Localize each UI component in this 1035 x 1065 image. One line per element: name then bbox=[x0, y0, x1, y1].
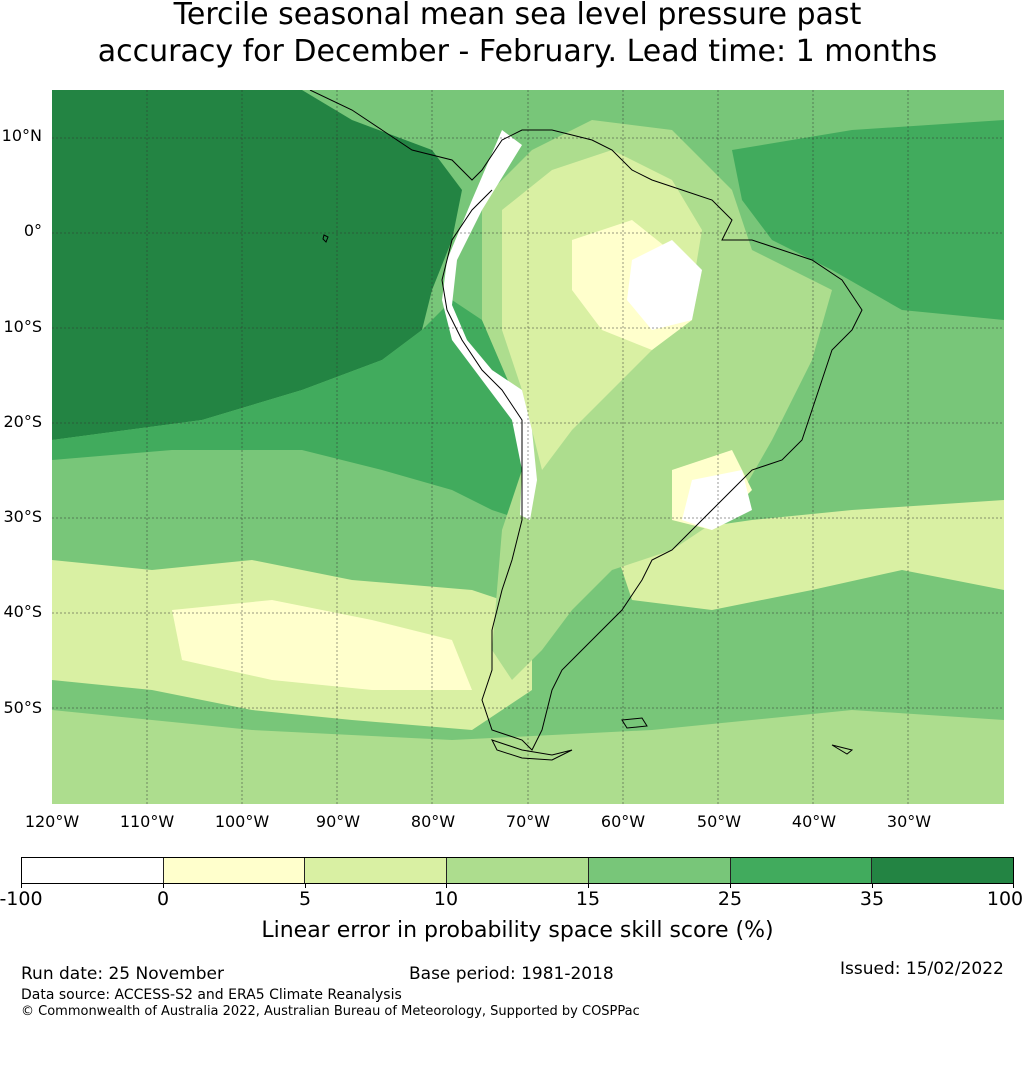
base-period: Base period: 1981-2018 bbox=[409, 964, 614, 984]
lat-label-10s: 10°S bbox=[3, 317, 42, 336]
skill-band-far-south bbox=[52, 710, 1004, 804]
colorbar-segment-neg100-0 bbox=[22, 858, 164, 883]
colorbar-tickmark bbox=[872, 884, 873, 888]
colorbar bbox=[21, 857, 1014, 884]
data-source: Data source: ACCESS-S2 and ERA5 Climate … bbox=[21, 987, 402, 1003]
colorbar-tick-100: 100 bbox=[986, 888, 1024, 910]
colorbar-tickmark bbox=[163, 884, 164, 888]
lat-label-50s: 50°S bbox=[3, 698, 42, 717]
lon-label-100w: 100°W bbox=[214, 812, 270, 831]
lat-label-0: 0° bbox=[23, 221, 42, 240]
map-canvas bbox=[52, 90, 1004, 804]
lon-label-60w: 60°W bbox=[600, 812, 646, 831]
negative-skill-southeast bbox=[682, 470, 752, 530]
copyright-notice: © Commonwealth of Australia 2022, Austra… bbox=[21, 1004, 640, 1019]
run-date: Run date: 25 November bbox=[21, 964, 224, 984]
falkland-islands bbox=[621, 717, 648, 729]
negative-skill-andes bbox=[442, 130, 537, 520]
lat-label-30s: 30°S bbox=[3, 507, 42, 526]
colorbar-segment-0-5 bbox=[163, 858, 306, 883]
colorbar-segment-10-15 bbox=[447, 858, 589, 883]
colorbar-tick-15: 15 bbox=[575, 888, 601, 910]
lon-label-90w: 90°W bbox=[315, 812, 361, 831]
high-skill-region-pacific bbox=[52, 90, 462, 440]
negative-skill-amazon bbox=[627, 240, 702, 330]
skill-band-south-pale bbox=[172, 600, 472, 690]
colorbar-tickmark bbox=[588, 884, 589, 888]
lon-label-80w: 80°W bbox=[410, 812, 456, 831]
colorbar-segment-5-10 bbox=[305, 858, 448, 883]
issued-date: Issued: 15/02/2022 bbox=[840, 959, 1004, 979]
skill-band-pacific-25-35 bbox=[52, 300, 522, 520]
lon-label-50w: 50°W bbox=[696, 812, 742, 831]
colorbar-tickmark bbox=[730, 884, 731, 888]
tierra-del-fuego bbox=[491, 739, 573, 761]
colorbar-segment-15-25 bbox=[588, 858, 731, 883]
skill-score-map bbox=[52, 90, 1004, 804]
south-georgia bbox=[831, 744, 854, 755]
colorbar-tick-25: 25 bbox=[717, 888, 743, 910]
map-title-line-1: Tercile seasonal mean sea level pressure… bbox=[173, 0, 862, 32]
lat-label-40s: 40°S bbox=[3, 602, 42, 621]
lon-label-120w: 120°W bbox=[24, 812, 80, 831]
lon-label-40w: 40°W bbox=[791, 812, 837, 831]
galapagos-islands bbox=[322, 234, 329, 243]
south-america-coastline bbox=[309, 90, 863, 751]
lat-label-20s: 20°S bbox=[3, 412, 42, 431]
colorbar-tickmark bbox=[446, 884, 447, 888]
colorbar-tickmark bbox=[1013, 884, 1014, 888]
colorbar-tick-0: 0 bbox=[156, 888, 170, 910]
lat-label-10n: 10°N bbox=[1, 126, 42, 145]
lon-label-110w: 110°W bbox=[119, 812, 175, 831]
colorbar-segment-25-35 bbox=[730, 858, 873, 883]
skill-band-atlantic-25-35 bbox=[732, 120, 1004, 320]
map-gridlines bbox=[52, 90, 1004, 804]
colorbar-tick-35: 35 bbox=[859, 888, 885, 910]
colorbar-tick-10: 10 bbox=[433, 888, 459, 910]
colorbar-tick-5: 5 bbox=[298, 888, 312, 910]
lon-label-70w: 70°W bbox=[505, 812, 551, 831]
colorbar-tickmark bbox=[21, 884, 22, 888]
colorbar-tickmark bbox=[305, 884, 306, 888]
map-title-line-2: accuracy for December - February. Lead t… bbox=[97, 34, 938, 69]
colorbar-segment-35-100 bbox=[872, 858, 1014, 883]
lon-label-30w: 30°W bbox=[886, 812, 932, 831]
colorbar-tick-neg100: -100 bbox=[0, 888, 43, 910]
colorbar-label: Linear error in probability space skill … bbox=[261, 918, 774, 943]
